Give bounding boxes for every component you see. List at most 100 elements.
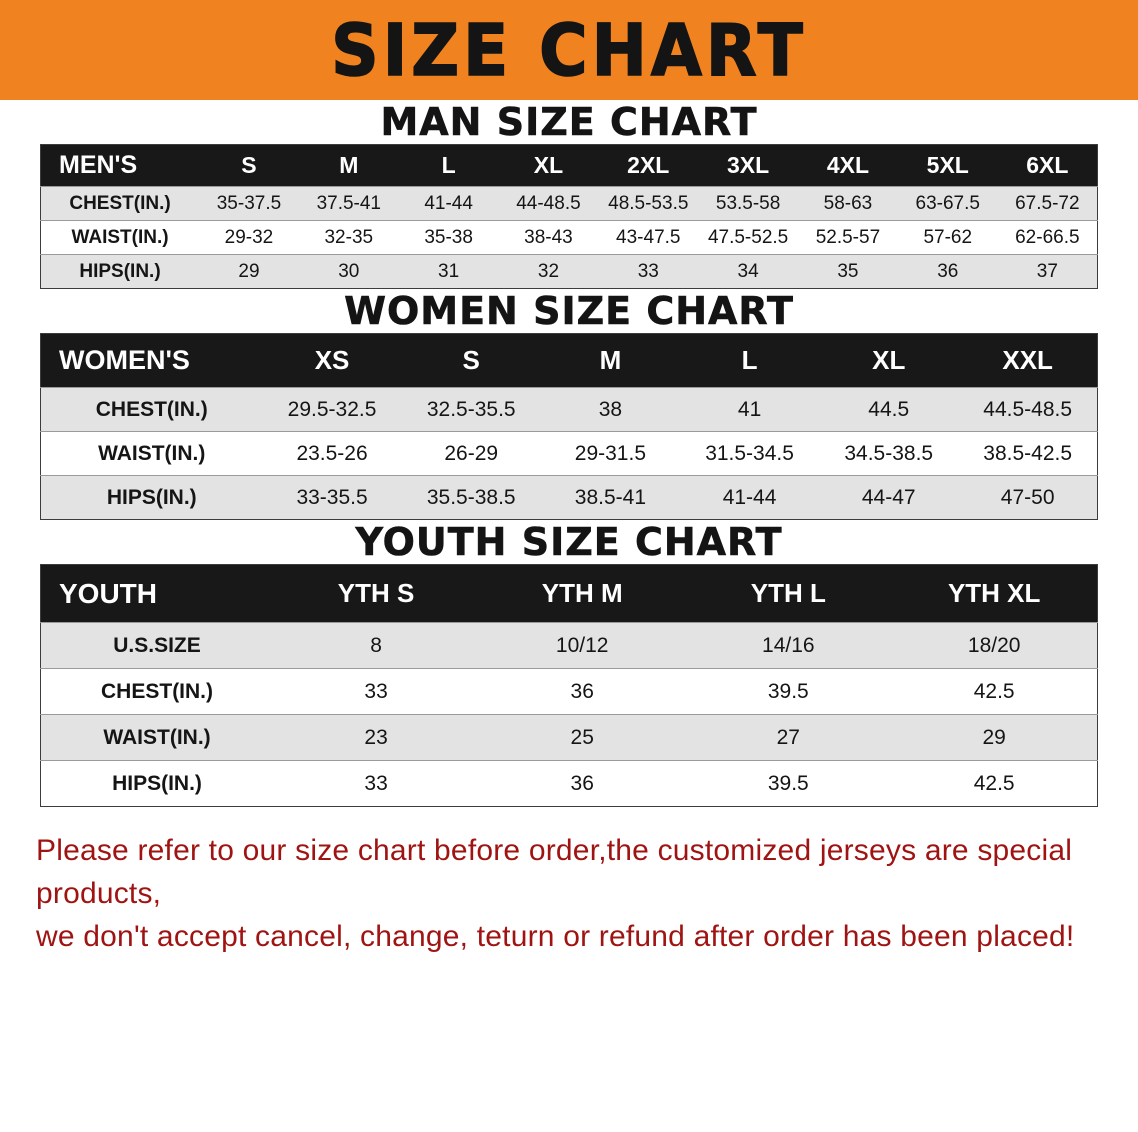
column-header: XL	[819, 333, 959, 388]
table-cell: 67.5-72	[1015, 192, 1080, 214]
table-cell: 33-35.5	[296, 485, 368, 509]
table-cell: 8	[370, 633, 382, 657]
table-cell: 47.5-52.5	[707, 226, 789, 248]
table-row: HIPS(IN.) 33-35.5 35.5-38.5 38.5-41 41-44 44-…	[40, 475, 1098, 520]
table-cell: 44.5	[868, 397, 910, 421]
table-row: WAIST(IN.) 23 25 27 29	[40, 714, 1098, 761]
table-cell: 41	[737, 397, 762, 421]
size-chart-page: SIZE CHART MAN SIZE CHART MEN'S S M L XL 2XL 3…	[0, 0, 1138, 958]
row-label: CHEST(IN.)	[95, 397, 208, 421]
column-header: XS	[262, 333, 402, 388]
table-cell: 37	[1036, 260, 1058, 282]
table-cell: 30	[338, 260, 360, 282]
table-cell: 53.5-58	[715, 192, 781, 214]
table-cell: 18/20	[967, 633, 1021, 657]
column-header: YTH XL	[891, 564, 1098, 623]
column-header: YTH M	[479, 564, 686, 623]
table-cell: 35-38	[424, 226, 473, 248]
table-cell: 38	[598, 397, 623, 421]
table-cell: 36	[937, 260, 959, 282]
table-cell: 42.5	[973, 771, 1015, 795]
row-label: WAIST(IN.)	[98, 441, 206, 465]
page-title: SIZE CHART	[330, 8, 807, 93]
table-title-cell: WOMEN'S	[40, 333, 263, 388]
row-label: U.S.SIZE	[113, 633, 201, 657]
table-cell: 29	[238, 260, 260, 282]
table-cell: 52.5-57	[815, 226, 881, 248]
men-size-table: MEN'S S M L XL 2XL 3XL 4XL 5XL 6XL CHEST(IN.) 35-37…	[40, 144, 1098, 289]
table-cell: 33	[364, 679, 388, 703]
table-cell: 35-37.5	[216, 192, 282, 214]
table-cell: 23	[364, 725, 388, 749]
row-label: WAIST(IN.)	[103, 725, 211, 749]
table-row: U.S.SIZE 8 10/12 14/16 18/20	[40, 622, 1098, 669]
column-header: S	[401, 333, 541, 388]
table-row: WAIST(IN.) 23.5-26 26-29 29-31.5 31.5-34.5 34…	[40, 431, 1098, 476]
table-row: CHEST(IN.) 29.5-32.5 32.5-35.5 38 41 44.5 44.5…	[40, 387, 1098, 432]
table-cell: 58-63	[823, 192, 873, 214]
table-row: CHEST(IN.) 35-37.5 37.5-41 41-44 44-48.5 48.5…	[40, 186, 1098, 221]
table-cell: 38.5-41	[574, 485, 647, 509]
table-row: CHEST(IN.) 33 36 39.5 42.5	[40, 668, 1098, 715]
table-cell: 57-62	[923, 226, 973, 248]
disclaimer: Please refer to our size chart before or…	[0, 829, 1138, 958]
row-label: CHEST(IN.)	[101, 679, 214, 703]
column-header: XL	[498, 144, 599, 187]
column-header: YTH S	[273, 564, 480, 623]
table-cell: 41-44	[424, 192, 473, 214]
table-cell: 23.5-26	[296, 441, 368, 465]
table-cell: 35	[837, 260, 859, 282]
youth-section-heading: YOUTH SIZE CHART	[355, 520, 783, 565]
women-section-heading: WOMEN SIZE CHART	[344, 289, 794, 334]
banner: SIZE CHART	[0, 0, 1138, 100]
column-header: S	[199, 144, 299, 187]
table-row: WAIST(IN.) 29-32 32-35 35-38 38-43 43-47.5 47.…	[40, 220, 1098, 255]
table-cell: 42.5	[973, 679, 1015, 703]
table-cell: 39.5	[767, 771, 809, 795]
table-header-row: WOMEN'S XS S M L XL XXL	[40, 333, 1098, 388]
column-header: 6XL	[997, 144, 1098, 187]
table-cell: 36	[570, 771, 594, 795]
column-header: M	[540, 333, 680, 388]
column-header: 2XL	[598, 144, 699, 187]
table-cell: 62-66.5	[1015, 226, 1080, 248]
table-cell: 31.5-34.5	[705, 441, 794, 465]
column-header: 5XL	[897, 144, 998, 187]
table-cell: 35.5-38.5	[426, 485, 516, 509]
column-header: 3XL	[698, 144, 799, 187]
table-cell: 29.5-32.5	[287, 397, 377, 421]
table-row: HIPS(IN.) 29 30 31 32 33 34 35 36 37	[40, 254, 1098, 289]
table-cell: 33	[637, 260, 659, 282]
table-cell: 29	[982, 725, 1006, 749]
table-cell: 36	[570, 679, 594, 703]
table-cell: 26-29	[444, 441, 499, 465]
table-cell: 14/16	[762, 633, 815, 657]
table-cell: 32	[537, 260, 560, 282]
table-cell: 25	[570, 725, 594, 749]
table-title-cell: MEN'S	[40, 144, 200, 187]
table-cell: 29-32	[224, 226, 274, 248]
size-table: MEN'S S M L XL 2XL 3XL 4XL 5XL 6XL CHEST(IN.) 35-37…	[40, 144, 1098, 289]
table-cell: 44.5-48.5	[983, 397, 1073, 421]
table-header-row: YOUTH YTH S YTH M YTH L YTH XL	[40, 564, 1098, 623]
table-cell: 41-44	[722, 485, 777, 509]
youth-size-table: YOUTH YTH S YTH M YTH L YTH XL U.S.SIZE 8 10/12…	[40, 564, 1098, 807]
table-cell: 39.5	[767, 679, 809, 703]
column-header: M	[298, 144, 399, 187]
size-table: WOMEN'S XS S M L XL XXL CHEST(IN.) 29.5-32.5 32.5…	[40, 333, 1098, 520]
table-cell: 27	[776, 725, 800, 749]
table-cell: 44-48.5	[516, 192, 581, 214]
column-header: L	[398, 144, 499, 187]
size-table: YOUTH YTH S YTH M YTH L YTH XL U.S.SIZE 8 10/12…	[40, 564, 1098, 807]
table-cell: 47-50	[1000, 485, 1055, 509]
table-cell: 37.5-41	[316, 192, 382, 214]
women-size-table: WOMEN'S XS S M L XL XXL CHEST(IN.) 29.5-32.5 32.5…	[40, 333, 1098, 520]
table-cell: 43-47.5	[616, 226, 681, 248]
table-cell: 63-67.5	[915, 192, 980, 214]
table-cell: 10/12	[555, 633, 609, 657]
table-header-row: MEN'S S M L XL 2XL 3XL 4XL 5XL 6XL	[40, 144, 1098, 187]
disclaimer-line-2: we don't accept cancel, change, teturn o…	[36, 920, 1075, 953]
table-cell: 34.5-38.5	[844, 441, 934, 465]
men-section-heading: MAN SIZE CHART	[380, 100, 758, 145]
table-cell: 48.5-53.5	[608, 192, 689, 214]
